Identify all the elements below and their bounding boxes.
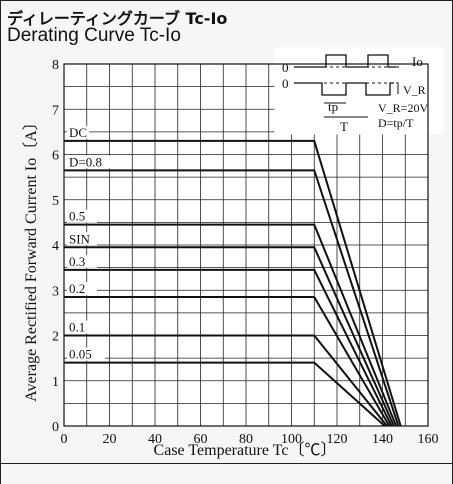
x-tick-label: 160 xyxy=(418,432,439,447)
x-tick-label: 140 xyxy=(372,432,393,447)
y-tick-label: 8 xyxy=(52,58,59,73)
series-label: 0.5 xyxy=(69,209,85,224)
y-tick-label: 2 xyxy=(52,330,59,345)
inset-vr-label: V_R xyxy=(403,83,426,97)
inset-cond1: V_R=20V xyxy=(378,101,428,115)
inset-t-label: T xyxy=(340,119,348,134)
x-tick-label: 0 xyxy=(61,432,68,447)
x-tick-label: 20 xyxy=(103,432,117,447)
inset-cond2: D=tp/T xyxy=(378,116,414,130)
series-label: D=0.8 xyxy=(69,154,102,169)
inset-zero-top: 0 xyxy=(282,60,289,75)
bottom-strip xyxy=(1,463,452,484)
waveform-inset: 0 0 Io V_R tp T V_R=20V D=tp/T xyxy=(275,48,443,134)
inset-tp-label: tp xyxy=(328,99,338,114)
y-tick-label: 7 xyxy=(52,103,59,118)
inset-zero-bottom: 0 xyxy=(282,76,289,91)
y-tick-label: 1 xyxy=(52,375,59,390)
series-label: 0.05 xyxy=(69,347,92,362)
y-tick-label: 3 xyxy=(52,284,59,299)
series-label: 0.1 xyxy=(69,320,85,335)
y-tick-label: 4 xyxy=(52,239,59,254)
series-label: 0.3 xyxy=(69,254,85,269)
inset-io-label: Io xyxy=(412,54,423,69)
series-label: SIN xyxy=(69,231,91,246)
x-axis-label: Case Temperature Tc〔℃〕 xyxy=(154,441,337,459)
y-tick-label: 5 xyxy=(52,194,59,209)
y-tick-label: 0 xyxy=(52,420,59,435)
series-label: 0.2 xyxy=(69,281,85,296)
series-label: DC xyxy=(69,125,87,140)
y-tick-label: 6 xyxy=(52,149,59,164)
y-axis-label: Average Rectified Forward Current Io〔A〕 xyxy=(22,114,40,402)
